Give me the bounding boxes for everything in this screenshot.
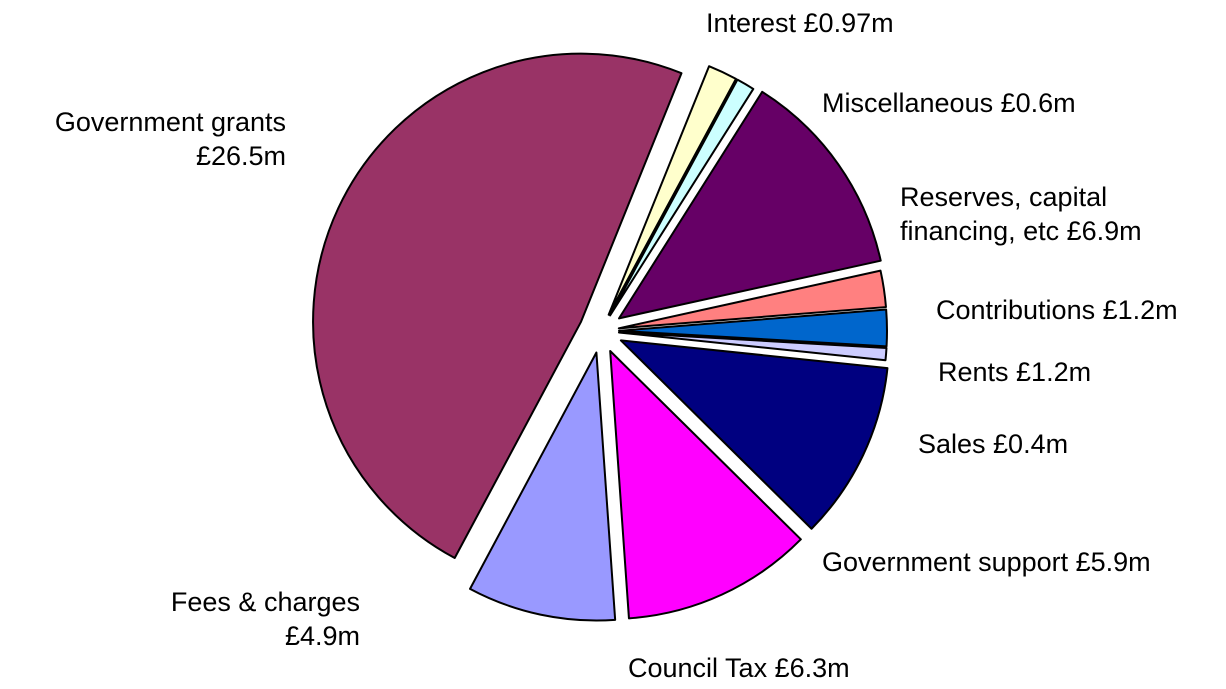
label-fees-line2: £4.9m [284, 621, 360, 651]
pie-slice-rents [618, 308, 888, 348]
label-sales: Sales £0.4m [918, 429, 1069, 459]
pie-slice-government-grants [312, 52, 683, 560]
pie-slice-miscellaneous [609, 78, 755, 317]
label-contributions: Contributions £1.2m [936, 295, 1178, 325]
label-fees-charges: Fees & charges £4.9m [171, 585, 360, 653]
label-reserves-line2: financing, etc £6.9m [900, 216, 1142, 246]
pie-slice-reserves-capital-financing-etc [618, 90, 882, 320]
pie-slice-interest [607, 65, 737, 316]
pie-slice-fees-charges [469, 351, 617, 622]
label-interest: Interest £0.97m [706, 8, 894, 38]
label-miscellaneous: Miscellaneous £0.6m [822, 88, 1076, 118]
label-government-grants: Government grants £26.5m [55, 105, 286, 173]
label-govgrants-line1: Government grants [54, 107, 286, 137]
label-rents: Rents £1.2m [938, 357, 1092, 387]
label-reserves-line1: Reserves, capital [900, 182, 1108, 212]
label-govgrants-line2: £26.5m [195, 141, 286, 171]
label-reserves: Reserves, capital financing, etc £6.9m [900, 180, 1142, 248]
label-council-tax: Council Tax £6.3m [628, 653, 850, 683]
pie-slice-sales [617, 331, 888, 362]
pie-slice-council-tax [609, 349, 802, 620]
label-government-support: Government support £5.9m [822, 547, 1151, 577]
pie-slice-government-support [619, 339, 889, 530]
label-fees-line1: Fees & charges [170, 587, 360, 617]
pie-slice-contributions [617, 269, 887, 330]
